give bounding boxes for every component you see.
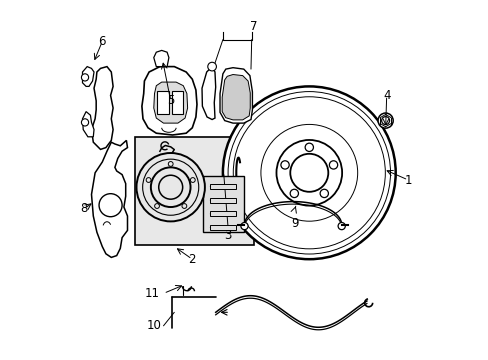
- Circle shape: [190, 177, 195, 183]
- Circle shape: [99, 194, 122, 217]
- Circle shape: [305, 143, 313, 152]
- Polygon shape: [91, 67, 113, 149]
- Polygon shape: [222, 75, 250, 120]
- Polygon shape: [91, 140, 127, 257]
- Circle shape: [320, 189, 328, 198]
- Circle shape: [81, 119, 88, 126]
- Circle shape: [81, 74, 88, 81]
- Polygon shape: [82, 112, 94, 137]
- Text: 3: 3: [224, 229, 231, 242]
- Text: 11: 11: [144, 287, 160, 300]
- Circle shape: [337, 222, 345, 230]
- Polygon shape: [153, 50, 168, 67]
- Text: 7: 7: [249, 21, 257, 33]
- Polygon shape: [153, 82, 187, 123]
- Circle shape: [280, 161, 288, 169]
- Bar: [210, 184, 236, 189]
- Ellipse shape: [210, 199, 236, 202]
- Text: 8: 8: [81, 202, 88, 215]
- Circle shape: [136, 153, 204, 221]
- Text: 9: 9: [290, 217, 298, 230]
- Text: 10: 10: [146, 319, 162, 332]
- Text: 2: 2: [188, 253, 196, 266]
- Ellipse shape: [210, 185, 236, 188]
- Circle shape: [377, 113, 392, 128]
- Bar: [134, 137, 253, 245]
- Bar: [210, 225, 236, 230]
- Bar: [210, 211, 236, 216]
- Text: 1: 1: [404, 174, 411, 186]
- Circle shape: [241, 222, 247, 230]
- Polygon shape: [202, 67, 215, 120]
- Text: 5: 5: [167, 94, 174, 107]
- Bar: [171, 91, 183, 114]
- Polygon shape: [220, 68, 252, 123]
- Circle shape: [146, 177, 151, 183]
- Circle shape: [154, 204, 159, 208]
- Circle shape: [329, 161, 337, 169]
- Polygon shape: [142, 67, 197, 135]
- Circle shape: [168, 162, 173, 166]
- Text: 4: 4: [382, 89, 389, 102]
- Ellipse shape: [210, 212, 236, 215]
- Circle shape: [289, 189, 298, 198]
- Circle shape: [182, 204, 186, 208]
- Ellipse shape: [210, 226, 236, 229]
- Bar: [203, 176, 244, 232]
- Bar: [210, 198, 236, 203]
- Circle shape: [223, 86, 395, 259]
- Polygon shape: [82, 67, 94, 86]
- Text: 6: 6: [99, 35, 106, 48]
- Bar: [157, 91, 168, 114]
- Circle shape: [207, 62, 216, 71]
